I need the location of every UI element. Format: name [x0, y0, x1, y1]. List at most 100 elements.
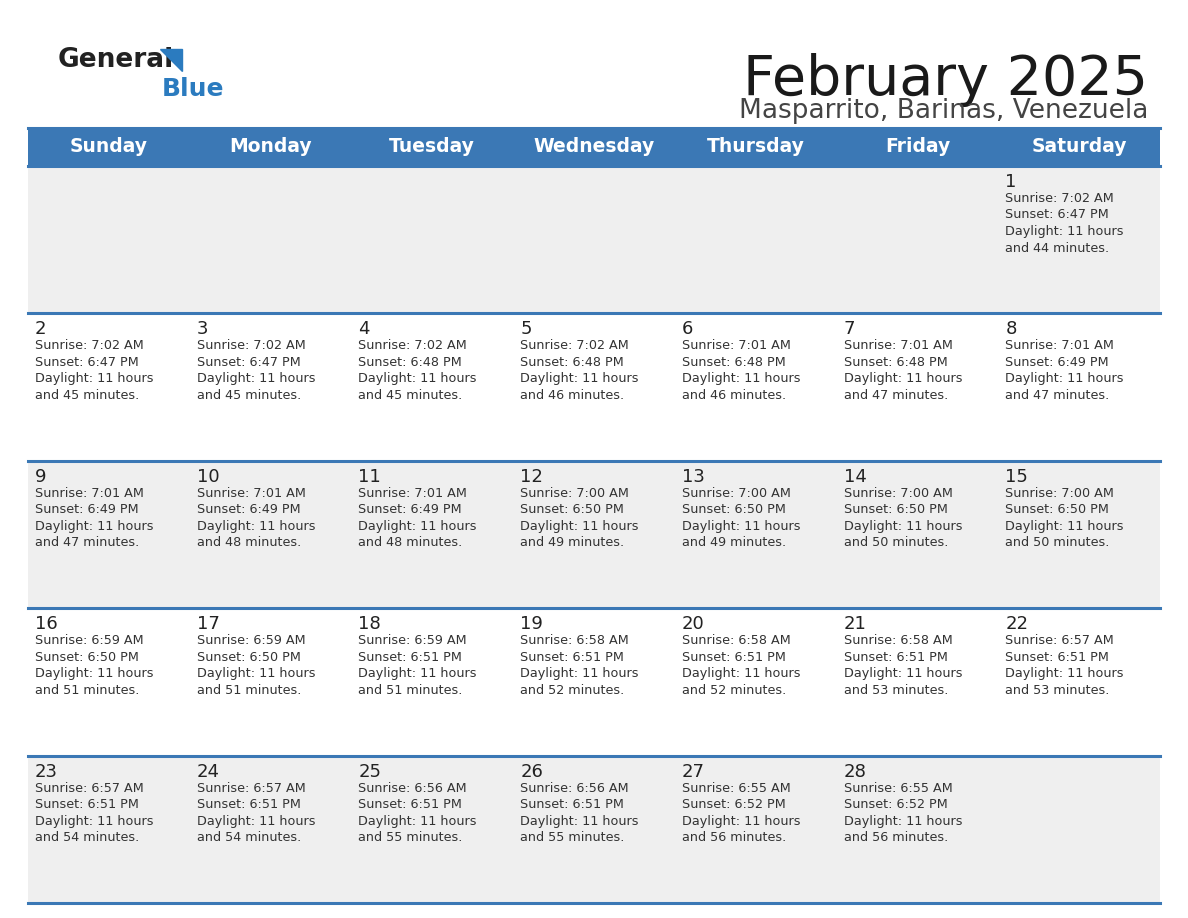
- Text: Daylight: 11 hours: Daylight: 11 hours: [34, 373, 153, 386]
- Text: Sunrise: 6:58 AM: Sunrise: 6:58 AM: [682, 634, 790, 647]
- Text: 10: 10: [197, 468, 220, 486]
- Text: Sunrise: 7:01 AM: Sunrise: 7:01 AM: [197, 487, 305, 499]
- Text: Daylight: 11 hours: Daylight: 11 hours: [520, 667, 639, 680]
- Text: and 45 minutes.: and 45 minutes.: [34, 389, 139, 402]
- Text: Saturday: Saturday: [1031, 138, 1127, 156]
- Text: Sunrise: 6:57 AM: Sunrise: 6:57 AM: [34, 781, 144, 795]
- Text: and 47 minutes.: and 47 minutes.: [34, 536, 139, 549]
- Text: February 2025: February 2025: [742, 53, 1148, 107]
- Text: 14: 14: [843, 468, 866, 486]
- Text: Daylight: 11 hours: Daylight: 11 hours: [1005, 520, 1124, 532]
- Text: 27: 27: [682, 763, 704, 780]
- Text: 22: 22: [1005, 615, 1029, 633]
- Text: Daylight: 11 hours: Daylight: 11 hours: [197, 520, 315, 532]
- Text: Daylight: 11 hours: Daylight: 11 hours: [359, 667, 476, 680]
- Text: and 45 minutes.: and 45 minutes.: [359, 389, 462, 402]
- Bar: [29, 756, 1159, 903]
- Text: Daylight: 11 hours: Daylight: 11 hours: [843, 373, 962, 386]
- Text: Sunset: 6:51 PM: Sunset: 6:51 PM: [359, 798, 462, 812]
- Text: Sunset: 6:51 PM: Sunset: 6:51 PM: [197, 798, 301, 812]
- Text: Tuesday: Tuesday: [390, 138, 475, 156]
- Text: Sunset: 6:49 PM: Sunset: 6:49 PM: [197, 503, 301, 516]
- Text: and 46 minutes.: and 46 minutes.: [520, 389, 624, 402]
- Text: Daylight: 11 hours: Daylight: 11 hours: [1005, 373, 1124, 386]
- Text: 12: 12: [520, 468, 543, 486]
- Text: Sunrise: 6:58 AM: Sunrise: 6:58 AM: [520, 634, 628, 647]
- Text: and 54 minutes.: and 54 minutes.: [34, 831, 139, 844]
- Text: Daylight: 11 hours: Daylight: 11 hours: [520, 373, 639, 386]
- Text: and 51 minutes.: and 51 minutes.: [197, 684, 301, 697]
- Text: Sunday: Sunday: [70, 138, 147, 156]
- Text: 18: 18: [359, 615, 381, 633]
- Text: 6: 6: [682, 320, 694, 339]
- Text: Sunset: 6:47 PM: Sunset: 6:47 PM: [34, 356, 139, 369]
- Text: 3: 3: [197, 320, 208, 339]
- Text: and 56 minutes.: and 56 minutes.: [843, 831, 948, 844]
- Text: Sunrise: 7:02 AM: Sunrise: 7:02 AM: [520, 340, 628, 353]
- Text: Sunrise: 6:57 AM: Sunrise: 6:57 AM: [1005, 634, 1114, 647]
- Text: and 53 minutes.: and 53 minutes.: [843, 684, 948, 697]
- Bar: [29, 461, 1159, 609]
- Text: Sunrise: 6:59 AM: Sunrise: 6:59 AM: [197, 634, 305, 647]
- Text: 11: 11: [359, 468, 381, 486]
- Text: 19: 19: [520, 615, 543, 633]
- Text: and 55 minutes.: and 55 minutes.: [520, 831, 625, 844]
- Text: Daylight: 11 hours: Daylight: 11 hours: [682, 667, 801, 680]
- Text: Daylight: 11 hours: Daylight: 11 hours: [1005, 225, 1124, 238]
- Text: Sunset: 6:48 PM: Sunset: 6:48 PM: [520, 356, 624, 369]
- Text: 7: 7: [843, 320, 855, 339]
- Text: Sunset: 6:48 PM: Sunset: 6:48 PM: [843, 356, 947, 369]
- Text: 8: 8: [1005, 320, 1017, 339]
- Text: Daylight: 11 hours: Daylight: 11 hours: [197, 373, 315, 386]
- Text: Daylight: 11 hours: Daylight: 11 hours: [34, 520, 153, 532]
- Text: Daylight: 11 hours: Daylight: 11 hours: [1005, 667, 1124, 680]
- Text: 20: 20: [682, 615, 704, 633]
- Text: Sunset: 6:50 PM: Sunset: 6:50 PM: [843, 503, 948, 516]
- Text: Daylight: 11 hours: Daylight: 11 hours: [682, 814, 801, 828]
- Text: Daylight: 11 hours: Daylight: 11 hours: [843, 814, 962, 828]
- Text: 24: 24: [197, 763, 220, 780]
- Text: and 49 minutes.: and 49 minutes.: [682, 536, 786, 549]
- Text: Thursday: Thursday: [707, 138, 804, 156]
- Text: Sunset: 6:49 PM: Sunset: 6:49 PM: [359, 503, 462, 516]
- Text: Friday: Friday: [885, 138, 950, 156]
- Text: Sunrise: 7:02 AM: Sunrise: 7:02 AM: [359, 340, 467, 353]
- Text: and 52 minutes.: and 52 minutes.: [682, 684, 786, 697]
- Text: and 50 minutes.: and 50 minutes.: [1005, 536, 1110, 549]
- Bar: [29, 166, 1159, 313]
- Text: Sunset: 6:49 PM: Sunset: 6:49 PM: [1005, 356, 1108, 369]
- Text: Sunset: 6:51 PM: Sunset: 6:51 PM: [359, 651, 462, 664]
- Text: Sunrise: 6:59 AM: Sunrise: 6:59 AM: [34, 634, 144, 647]
- Bar: [29, 609, 1159, 756]
- Text: Sunset: 6:48 PM: Sunset: 6:48 PM: [682, 356, 785, 369]
- Text: Monday: Monday: [229, 138, 312, 156]
- Text: Sunrise: 6:59 AM: Sunrise: 6:59 AM: [359, 634, 467, 647]
- Text: Daylight: 11 hours: Daylight: 11 hours: [197, 667, 315, 680]
- Text: Daylight: 11 hours: Daylight: 11 hours: [843, 520, 962, 532]
- Text: and 47 minutes.: and 47 minutes.: [1005, 389, 1110, 402]
- Text: Daylight: 11 hours: Daylight: 11 hours: [682, 373, 801, 386]
- Text: Sunset: 6:51 PM: Sunset: 6:51 PM: [843, 651, 948, 664]
- Text: and 53 minutes.: and 53 minutes.: [1005, 684, 1110, 697]
- Text: Daylight: 11 hours: Daylight: 11 hours: [197, 814, 315, 828]
- Text: General: General: [58, 47, 175, 73]
- Text: Sunset: 6:51 PM: Sunset: 6:51 PM: [1005, 651, 1110, 664]
- Text: and 48 minutes.: and 48 minutes.: [359, 536, 462, 549]
- Text: 25: 25: [359, 763, 381, 780]
- Text: Sunrise: 7:00 AM: Sunrise: 7:00 AM: [520, 487, 628, 499]
- Text: Sunrise: 7:01 AM: Sunrise: 7:01 AM: [359, 487, 467, 499]
- Text: Sunrise: 6:57 AM: Sunrise: 6:57 AM: [197, 781, 305, 795]
- Text: and 46 minutes.: and 46 minutes.: [682, 389, 786, 402]
- Text: and 51 minutes.: and 51 minutes.: [359, 684, 463, 697]
- Text: Sunset: 6:47 PM: Sunset: 6:47 PM: [197, 356, 301, 369]
- Text: Sunrise: 7:02 AM: Sunrise: 7:02 AM: [197, 340, 305, 353]
- Text: Sunset: 6:50 PM: Sunset: 6:50 PM: [1005, 503, 1110, 516]
- Text: Sunrise: 7:01 AM: Sunrise: 7:01 AM: [682, 340, 791, 353]
- Text: 1: 1: [1005, 173, 1017, 191]
- Text: and 44 minutes.: and 44 minutes.: [1005, 241, 1110, 254]
- Text: Sunset: 6:50 PM: Sunset: 6:50 PM: [682, 503, 785, 516]
- Text: Sunrise: 7:01 AM: Sunrise: 7:01 AM: [1005, 340, 1114, 353]
- Text: Sunset: 6:50 PM: Sunset: 6:50 PM: [34, 651, 139, 664]
- Text: Wednesday: Wednesday: [533, 138, 655, 156]
- Text: and 52 minutes.: and 52 minutes.: [520, 684, 625, 697]
